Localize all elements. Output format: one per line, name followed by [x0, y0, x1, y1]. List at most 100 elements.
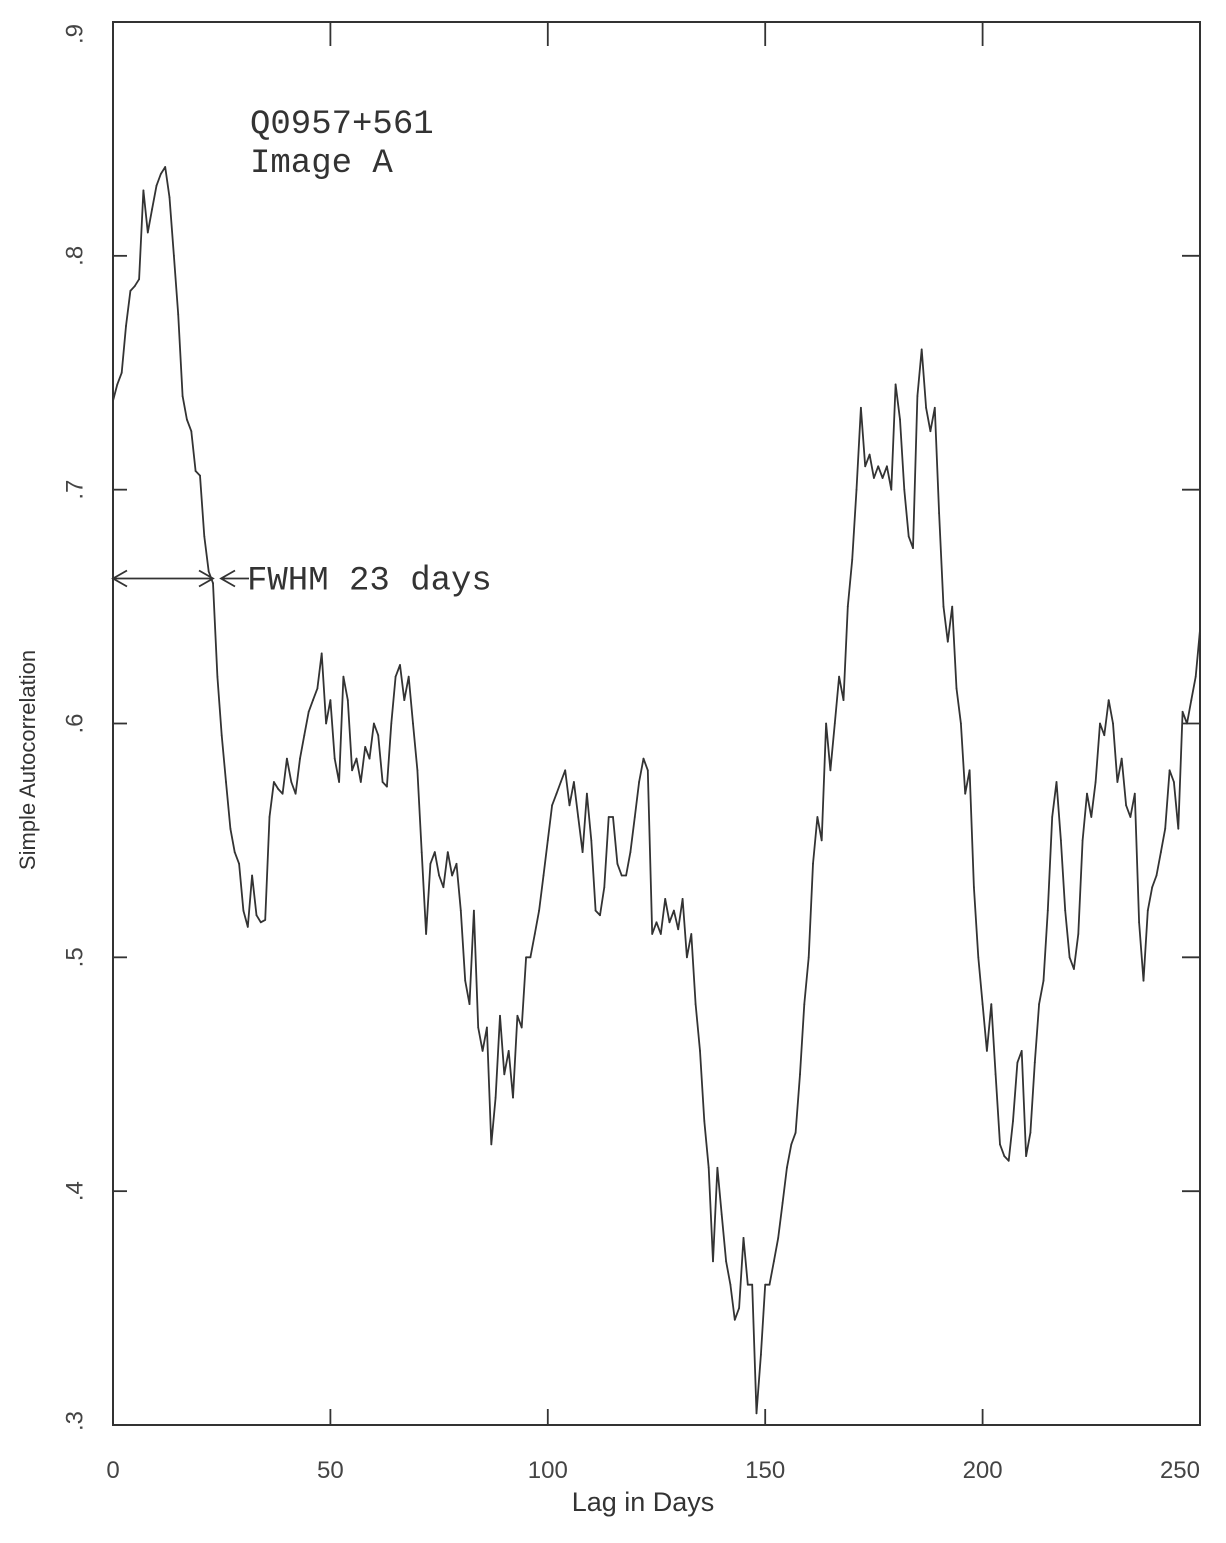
series-point: [242, 909, 245, 912]
x-tick-label: 200: [963, 1457, 1003, 1484]
series-point: [303, 734, 306, 737]
fwhm-label-pointer: [219, 569, 250, 588]
series-point: [573, 781, 575, 783]
series-point: [281, 792, 284, 795]
series-point: [333, 757, 336, 760]
series-point: [1160, 851, 1162, 853]
fwhm-marker: FWHM 23 days: [111, 563, 492, 601]
series-point: [177, 313, 180, 316]
series-point: [729, 1283, 732, 1286]
series-point: [590, 839, 593, 842]
series-point: [286, 757, 288, 760]
series-point: [255, 914, 258, 917]
series-point: [786, 1166, 788, 1169]
series-point: [1138, 921, 1140, 924]
series-point: [1003, 1155, 1006, 1157]
series-point: [499, 1014, 501, 1017]
series-point: [342, 675, 345, 678]
series-point: [307, 710, 310, 713]
y-tick-label: .3: [61, 1411, 88, 1431]
x-tick-label: 0: [106, 1457, 119, 1484]
series-point: [1046, 909, 1049, 912]
series-point: [833, 722, 836, 725]
series-point: [625, 874, 627, 877]
series-point: [564, 769, 567, 772]
series-point: [429, 862, 432, 865]
series-point: [581, 851, 584, 853]
y-tick-label: .6: [61, 713, 88, 733]
plot-frame: [112, 21, 1201, 1426]
series-point: [516, 1014, 519, 1017]
autocorrelation-series-line: [112, 166, 1201, 1415]
series-point: [238, 862, 241, 865]
series-point: [920, 348, 923, 351]
series-point: [164, 166, 167, 168]
series-point: [146, 231, 149, 234]
series-point: [186, 418, 188, 421]
series-point: [1012, 1120, 1014, 1122]
series-point: [390, 722, 393, 725]
series-points: [112, 166, 1201, 1415]
series-point: [494, 1096, 497, 1099]
series-point: [973, 886, 975, 889]
series-point: [116, 383, 119, 386]
series-point: [229, 827, 232, 830]
series-point: [433, 851, 436, 853]
y-tick-label: .9: [61, 24, 88, 44]
series-point: [868, 453, 871, 456]
series-point: [1073, 968, 1075, 970]
series-point: [138, 278, 141, 281]
series-point: [325, 722, 327, 725]
series-point: [273, 781, 275, 783]
series-point: [129, 290, 132, 292]
series-point: [773, 1260, 775, 1263]
series-point: [694, 1003, 697, 1005]
series-point: [603, 886, 606, 889]
series-point: [416, 769, 419, 772]
series-point: [842, 699, 845, 701]
series-point: [481, 1050, 484, 1052]
series-point: [899, 418, 901, 421]
series-point: [799, 1073, 801, 1076]
series-point: [294, 792, 297, 795]
y-tick-label: .5: [61, 947, 88, 967]
series-point: [199, 474, 201, 477]
series-point: [812, 862, 814, 865]
series-point: [338, 781, 340, 783]
series-point: [181, 395, 184, 397]
series-point: [438, 874, 440, 877]
series-point: [1181, 710, 1184, 713]
series-point: [968, 769, 971, 772]
series-point: [816, 816, 819, 818]
series-point: [555, 792, 558, 795]
series-point: [507, 1050, 510, 1052]
series-point: [264, 919, 267, 921]
series-point: [1125, 804, 1127, 807]
series-point: [699, 1050, 701, 1052]
series-point: [955, 687, 958, 690]
series-point: [1060, 839, 1062, 842]
series-point: [251, 874, 254, 877]
series-point: [546, 839, 549, 842]
series-point: [559, 781, 562, 783]
series-point: [886, 465, 888, 468]
series-point: [1068, 956, 1071, 959]
series-point: [933, 406, 936, 409]
series-point: [681, 898, 684, 900]
series-point: [320, 652, 323, 655]
series-point: [855, 488, 858, 491]
series-point: [668, 921, 671, 924]
series-point: [586, 792, 588, 795]
series-point: [686, 956, 688, 959]
series-point: [651, 933, 654, 935]
series-point: [364, 746, 367, 748]
series-point: [1142, 979, 1145, 982]
series-point: [1094, 781, 1097, 783]
y-axis-title: Simple Autocorrelation: [15, 650, 40, 870]
series-point: [403, 699, 406, 701]
series-point: [1007, 1159, 1010, 1162]
series-point: [399, 664, 401, 666]
x-tick-label: 100: [528, 1457, 568, 1484]
series-point: [1155, 874, 1158, 877]
